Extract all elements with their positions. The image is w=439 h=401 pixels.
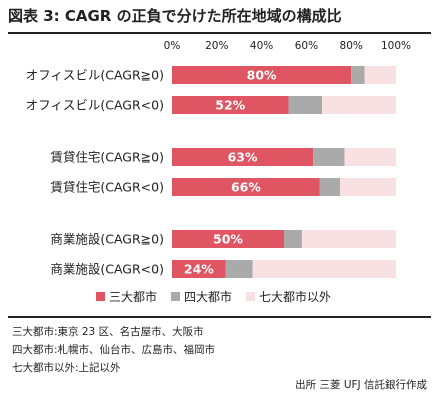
data-label: 66% xyxy=(231,180,261,195)
note-line: 四大都市:札幌市、仙台市、広島市、福岡市 xyxy=(12,344,216,356)
x-tick-label: 20% xyxy=(205,40,228,52)
legend-swatch xyxy=(246,292,255,301)
x-axis-ticks: 0% 20% 40% 60% 80% 100% xyxy=(164,40,411,52)
bar-segment xyxy=(340,178,396,196)
data-label: 50% xyxy=(213,232,243,247)
category-label: 賃貸住宅(CAGR<0) xyxy=(50,180,164,195)
x-tick-label: 100% xyxy=(381,40,411,52)
x-tick-label: 0% xyxy=(164,40,181,52)
bar-segment xyxy=(284,230,302,248)
category-label: 商業施設(CAGR<0) xyxy=(50,262,164,277)
bar-segment xyxy=(313,148,345,166)
category-label: オフィスビル(CAGR<0) xyxy=(26,98,164,113)
bar-segment xyxy=(172,178,320,196)
bar-segment xyxy=(364,66,396,84)
bar-segment xyxy=(172,66,352,84)
chart-title: 図表 3: CAGR の正負で分けた所在地域の構成比 xyxy=(8,7,342,25)
bar-segment xyxy=(301,230,396,248)
legend-swatch xyxy=(171,292,180,301)
category-label: オフィスビル(CAGR≧0) xyxy=(26,68,164,83)
category-labels: オフィスビル(CAGR≧0) オフィスビル(CAGR<0) 賃貸住宅(CAGR≧0)… xyxy=(26,68,164,277)
data-label: 80% xyxy=(247,68,277,83)
category-label: 賃貸住宅(CAGR≧0) xyxy=(50,150,164,165)
bar-segment xyxy=(172,148,314,166)
bar-segment xyxy=(172,260,226,278)
bar-segment xyxy=(172,96,289,114)
category-label: 商業施設(CAGR≧0) xyxy=(50,232,164,247)
bar-segment xyxy=(319,178,340,196)
data-label: 63% xyxy=(228,150,258,165)
bar-segment xyxy=(172,230,284,248)
data-labels: 80%52% 63% 66% 50% 24% xyxy=(184,68,277,277)
bar-segment xyxy=(322,96,396,114)
data-label: 52% xyxy=(215,98,245,113)
legend-label: 七大都市以外 xyxy=(259,289,331,304)
source-note: 出所 三菱 UFJ 信託銀行作成 xyxy=(295,379,427,391)
note-line: 三大都市:東京 23 区、名古屋市、大阪市 xyxy=(12,326,204,338)
bar-segment xyxy=(225,260,253,278)
legend: 三大都市 四大都市 七大都市以外 xyxy=(96,289,331,304)
x-tick-label: 60% xyxy=(295,40,318,52)
top-rule xyxy=(8,32,431,34)
bar-segment xyxy=(288,96,323,114)
stacked-bar-chart: 0% 20% 40% 60% 80% 100% オフィスビル(CAGR≧0)オフィスビル(… xyxy=(26,40,411,304)
legend-label: 四大都市 xyxy=(184,289,232,304)
bottom-rule xyxy=(8,316,431,318)
notes: 三大都市:東京 23 区、名古屋市、大阪市 四大都市:札幌市、仙台市、広島市、福… xyxy=(12,323,215,377)
bar-segment xyxy=(344,148,396,166)
legend-label: 三大都市 xyxy=(109,289,157,304)
note-line: 七大都市以外:上記以外 xyxy=(12,362,121,374)
bar-segment xyxy=(252,260,396,278)
x-tick-label: 40% xyxy=(250,40,273,52)
bars xyxy=(172,66,396,278)
legend-swatch xyxy=(96,292,105,301)
bar-segment xyxy=(351,66,365,84)
x-tick-label: 80% xyxy=(340,40,363,52)
data-label: 24% xyxy=(184,262,214,277)
